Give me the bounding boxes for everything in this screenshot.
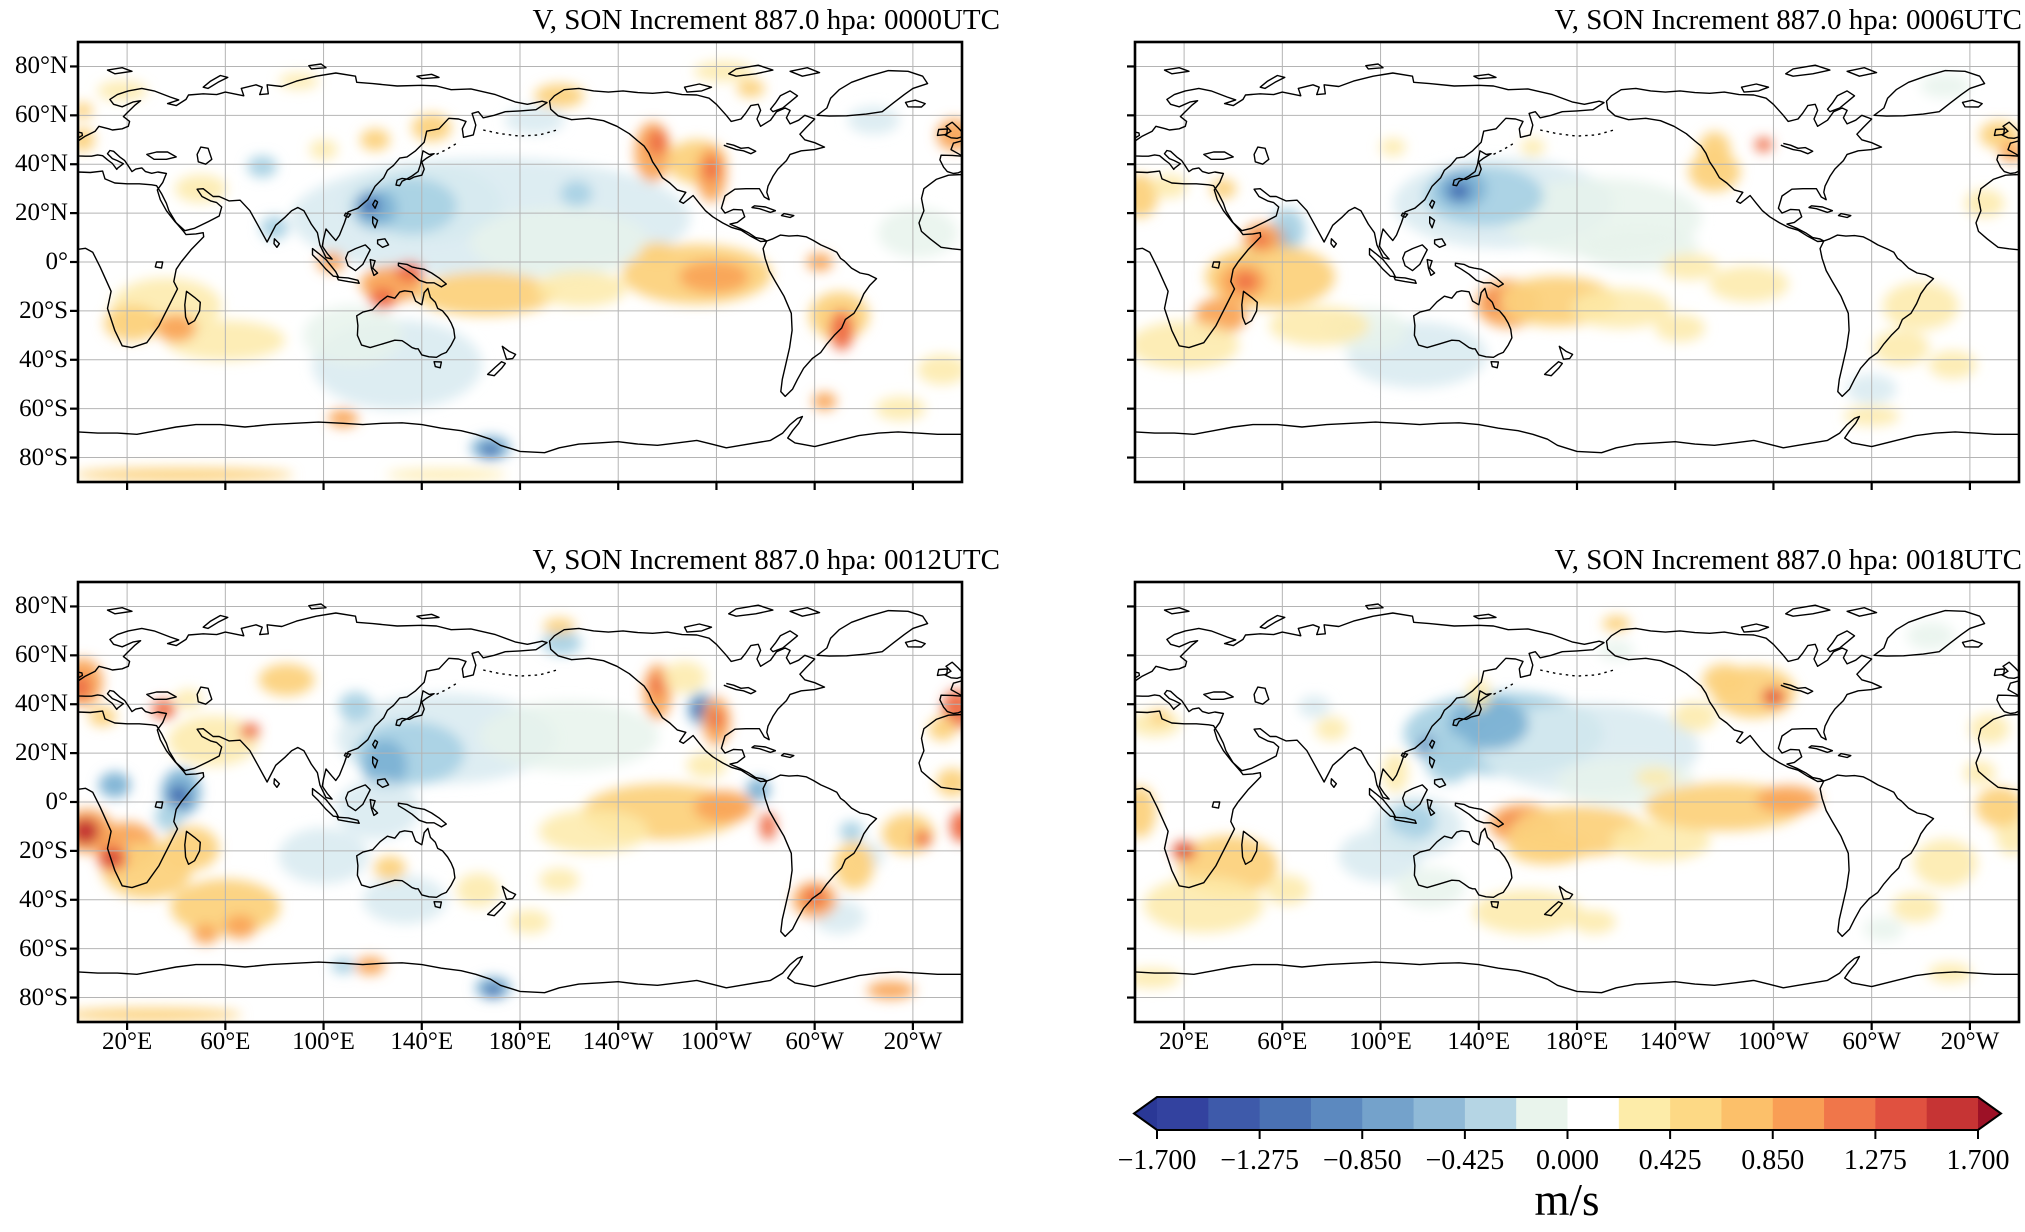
graticule: [1135, 582, 2019, 1022]
lon-tick-label: 100°W: [680, 1028, 752, 1055]
colorbar-left-arrow: [1134, 1097, 1157, 1130]
increment-field: [1135, 74, 2019, 426]
colorbar-ticks: [1156, 1130, 1979, 1139]
lat-tick-label: 40°S: [19, 345, 68, 373]
colorbar-canvas: −1.700 −1.275 −0.850 −0.425 0.000 0.425 0.850 1…: [1118, 1096, 2010, 1176]
map-canvas: [70, 40, 964, 490]
axis-ticks: [1127, 65, 1971, 490]
map-area: [1135, 582, 2019, 1022]
lon-tick-label: 20°E: [1158, 1028, 1210, 1055]
map-panel-0012utc: V, SON Increment 887.0 hpa: 0012UTC 80°N…: [15, 544, 1000, 1055]
lon-tick-label: 100°E: [1349, 1028, 1412, 1055]
colorbar-right-arrow: [1978, 1097, 2001, 1130]
axis-ticks: [1127, 605, 1971, 1030]
coastlines: [78, 603, 962, 994]
map-canvas: [1127, 580, 2021, 1030]
lon-tick-label: 180°E: [1545, 1028, 1609, 1055]
panel-title: V, SON Increment 887.0 hpa: 0006UTC: [1554, 4, 2022, 36]
lon-tick-label: 20°W: [883, 1028, 943, 1055]
lon-tick-label: 60°E: [200, 1028, 251, 1055]
colorbar-tick-label: 0.000: [1536, 1145, 1599, 1176]
lat-tick-label: 0°: [45, 788, 69, 815]
colorbar-tick-label: −0.850: [1323, 1145, 1402, 1176]
colorbar-segments: [1157, 1097, 1979, 1130]
increment-field: [78, 618, 962, 1022]
lon-tick-label: 60°W: [785, 1028, 844, 1055]
lon-tick-label: 140°E: [390, 1028, 454, 1055]
lat-tick-label: 80°S: [19, 983, 68, 1011]
lon-tick-label: 20°W: [1940, 1028, 2000, 1055]
map-panel-0018utc: V, SON Increment 887.0 hpa: 0018UTC 20°E…: [1127, 544, 2022, 1055]
graticule: [1135, 42, 2019, 482]
coastlines: [78, 63, 962, 454]
map-area: [78, 42, 962, 482]
lat-tick-label: 60°N: [14, 641, 68, 669]
colorbar-tick-label: 1.275: [1844, 1145, 1907, 1176]
graticule: [78, 582, 962, 1022]
lon-tick-label: 100°W: [1737, 1028, 1809, 1055]
colorbar-tick-label: 0.850: [1741, 1145, 1804, 1176]
colorbar-unit-label: m/s: [1534, 1175, 1600, 1225]
panel-title: V, SON Increment 887.0 hpa: 0012UTC: [532, 544, 1000, 576]
lat-tick-label: 60°S: [19, 934, 68, 962]
panel-title: V, SON Increment 887.0 hpa: 0018UTC: [1554, 544, 2022, 576]
lat-tick-label: 20°S: [19, 836, 68, 864]
coastlines: [1135, 603, 2019, 994]
lat-tick-label: 20°N: [14, 739, 68, 767]
lat-tick-label: 80°N: [14, 52, 68, 80]
colorbar-tick-label: 0.425: [1639, 1145, 1702, 1176]
coastlines: [1135, 63, 2019, 454]
lat-tick-label: 20°N: [14, 199, 68, 227]
lon-tick-label: 140°E: [1447, 1028, 1511, 1055]
lat-tick-label: 40°N: [14, 690, 68, 718]
lat-tick-label: 40°N: [14, 150, 68, 178]
lon-tick-label: 140°W: [582, 1028, 654, 1055]
lon-tick-label: 60°E: [1257, 1028, 1308, 1055]
map-canvas: [70, 580, 964, 1030]
colorbar-tick-label: −1.275: [1220, 1145, 1299, 1176]
axis-ticks: [70, 605, 914, 1030]
lon-tick-label: 100°E: [292, 1028, 355, 1055]
colorbar-tick-label: −0.425: [1425, 1145, 1504, 1176]
lat-tick-label: 80°N: [14, 592, 68, 620]
map-area: [78, 582, 962, 1022]
lon-tick-label: 60°W: [1842, 1028, 1901, 1055]
lat-tick-label: 60°N: [14, 101, 68, 129]
graticule: [78, 42, 962, 482]
panel-title: V, SON Increment 887.0 hpa: 0000UTC: [532, 4, 1000, 36]
lat-tick-label: 20°S: [19, 296, 68, 324]
map-canvas: [1127, 40, 2021, 490]
colorbar-tick-label: 1.700: [1947, 1145, 2010, 1176]
colorbar-tick-label: −1.700: [1118, 1145, 1197, 1176]
lat-tick-label: 60°S: [19, 394, 68, 422]
colorbar: −1.700 −1.275 −0.850 −0.425 0.000 0.425 0.850 1…: [1118, 1096, 2010, 1187]
lon-tick-label: 140°W: [1639, 1028, 1711, 1055]
axis-ticks: [70, 65, 914, 490]
lat-tick-label: 0°: [45, 248, 69, 275]
lat-tick-label: 40°S: [19, 885, 68, 913]
lon-tick-label: 180°E: [488, 1028, 552, 1055]
lon-tick-label: 20°E: [101, 1028, 153, 1055]
map-panel-0000utc: V, SON Increment 887.0 hpa: 0000UTC 80°N…: [15, 4, 1000, 490]
lat-tick-label: 80°S: [19, 443, 68, 471]
map-area: [1135, 42, 2019, 482]
colorbar-tick-labels: −1.700 −1.275 −0.850 −0.425 0.000 0.425 0.850 1…: [1118, 1145, 2010, 1176]
increment-field: [78, 61, 962, 482]
map-panel-0006utc: V, SON Increment 887.0 hpa: 0006UTC: [1127, 4, 2022, 490]
